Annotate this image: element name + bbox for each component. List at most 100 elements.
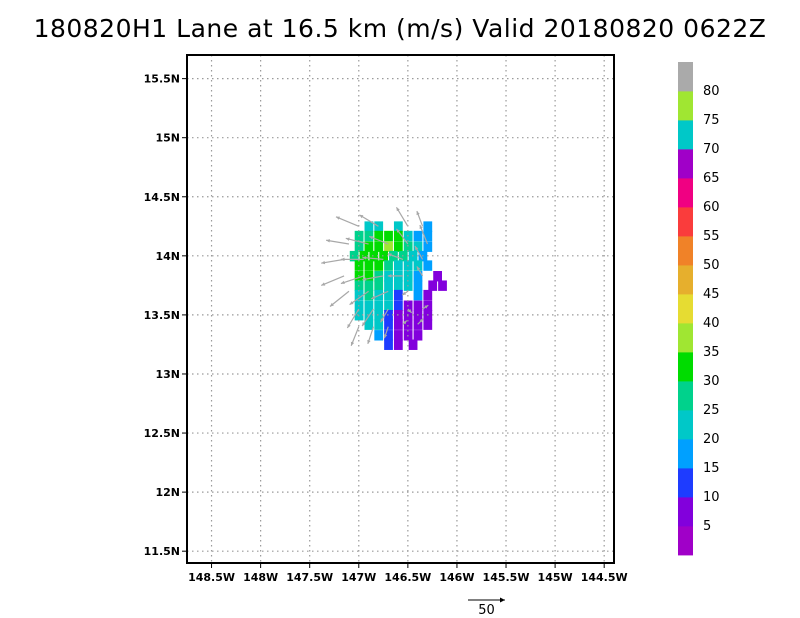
speed-cell: [413, 280, 423, 291]
speed-cell: [384, 319, 393, 330]
speed-cell: [379, 250, 389, 262]
x-tick-label: 145.5W: [483, 571, 530, 584]
wind-vector-head: [329, 302, 334, 307]
wind-vector: [329, 290, 350, 307]
speed-cell: [374, 221, 384, 232]
y-tick-label: 14.5N: [144, 191, 180, 204]
speed-cell: [374, 260, 384, 271]
speed-cell: [369, 250, 379, 262]
colorbar-swatch: [678, 178, 693, 208]
speed-cell: [393, 230, 403, 242]
speed-cell: [393, 319, 403, 330]
speed-cell: [393, 280, 403, 291]
wind-vector-head: [367, 339, 371, 344]
wind-vector: [387, 274, 403, 278]
speed-cell: [364, 319, 374, 330]
x-tick-label: 147.5W: [286, 571, 333, 584]
colorbar-label: 60: [703, 200, 720, 215]
speed-cell: [364, 260, 374, 271]
wind-vector: [345, 237, 369, 245]
wind-vector: [417, 318, 424, 325]
colorbar-swatch: [678, 526, 693, 556]
speed-cell: [384, 330, 393, 341]
wind-vector: [387, 253, 404, 260]
chart-title: 180820H1 Lane at 16.5 km (m/s) Valid 201…: [33, 14, 767, 43]
speed-cell: [374, 330, 384, 341]
wind-vector: [370, 290, 389, 300]
wind-vector-head: [350, 341, 355, 346]
wind-vector: [340, 275, 364, 285]
wind-vector: [349, 290, 369, 306]
wind-vector-head: [407, 309, 412, 313]
colorbar-label: 45: [703, 287, 720, 302]
speed-cell: [384, 289, 393, 301]
y-tick-label: 15N: [155, 132, 180, 145]
colorbar-swatch: [678, 439, 693, 469]
speed-cell: [354, 241, 364, 252]
x-tick-label: 145W: [538, 571, 573, 584]
wind-vector: [361, 308, 375, 327]
speed-cell: [393, 221, 403, 232]
wind-speed-cells: [349, 221, 447, 350]
speed-cell: [413, 271, 423, 282]
wind-vector-shaft: [345, 237, 369, 245]
wind-vector-head: [326, 239, 331, 243]
wind-vector: [335, 216, 360, 227]
wind-vector-shaft: [340, 275, 364, 285]
x-tick-label: 147W: [341, 571, 376, 584]
speed-cell: [393, 260, 403, 271]
colorbar-label: 80: [703, 84, 720, 99]
colorbar-label: 15: [703, 461, 720, 476]
wind-vector-head: [362, 322, 366, 327]
wind-vector-shaft: [346, 308, 360, 329]
wind-vector-shaft: [359, 214, 379, 227]
colorbar-swatch: [678, 207, 693, 237]
speed-cell: [403, 241, 413, 252]
x-tick-label: 146W: [439, 571, 474, 584]
wind-vector: [422, 304, 429, 310]
speed-cell: [384, 230, 393, 242]
wind-vector: [416, 210, 424, 227]
colorbar-label: 10: [703, 490, 720, 505]
wind-vector: [402, 320, 408, 325]
wind-vector-head: [340, 280, 345, 285]
wind-vector-head: [362, 256, 367, 260]
colorbar-swatch: [678, 352, 693, 382]
speed-cell: [384, 300, 393, 311]
wind-vector-head: [387, 253, 392, 257]
wind-vector: [395, 206, 409, 227]
wind-vector: [416, 266, 424, 277]
wind-vector-head: [416, 211, 420, 216]
speed-cell: [349, 250, 359, 262]
colorbar: 5 10 15 20 25 30 35 40 45 50 55 60 65 70 75 80: [678, 62, 720, 556]
wind-vector-head: [321, 282, 326, 286]
speed-cell: [423, 289, 433, 301]
speed-cell: [364, 289, 374, 301]
colorbar-label: 55: [703, 229, 720, 244]
speed-cell: [374, 319, 384, 330]
speed-cell: [393, 241, 403, 252]
colorbar-swatch: [678, 410, 693, 440]
speed-cell: [384, 241, 393, 252]
reference-vector-label: 50: [478, 603, 495, 618]
wind-vector-shaft: [329, 290, 350, 307]
speed-cell: [364, 300, 374, 311]
colorbar-label: 5: [703, 519, 711, 534]
speed-cell: [403, 319, 413, 330]
speed-cell: [374, 300, 384, 311]
speed-cell: [428, 280, 438, 291]
colorbar-swatch: [678, 149, 693, 179]
colorbar-swatch: [678, 294, 693, 324]
speed-cell: [364, 221, 374, 232]
speed-cell: [364, 271, 374, 282]
wind-vector-shaft: [349, 290, 369, 306]
speed-cell: [384, 260, 393, 271]
wind-vector: [369, 235, 389, 245]
colorbar-swatch: [678, 120, 693, 150]
wind-vector-head: [369, 236, 374, 240]
speed-cell: [384, 339, 393, 350]
y-tick-label: 11.5N: [144, 545, 180, 558]
speed-cell: [413, 330, 423, 341]
wind-vector: [321, 258, 345, 265]
